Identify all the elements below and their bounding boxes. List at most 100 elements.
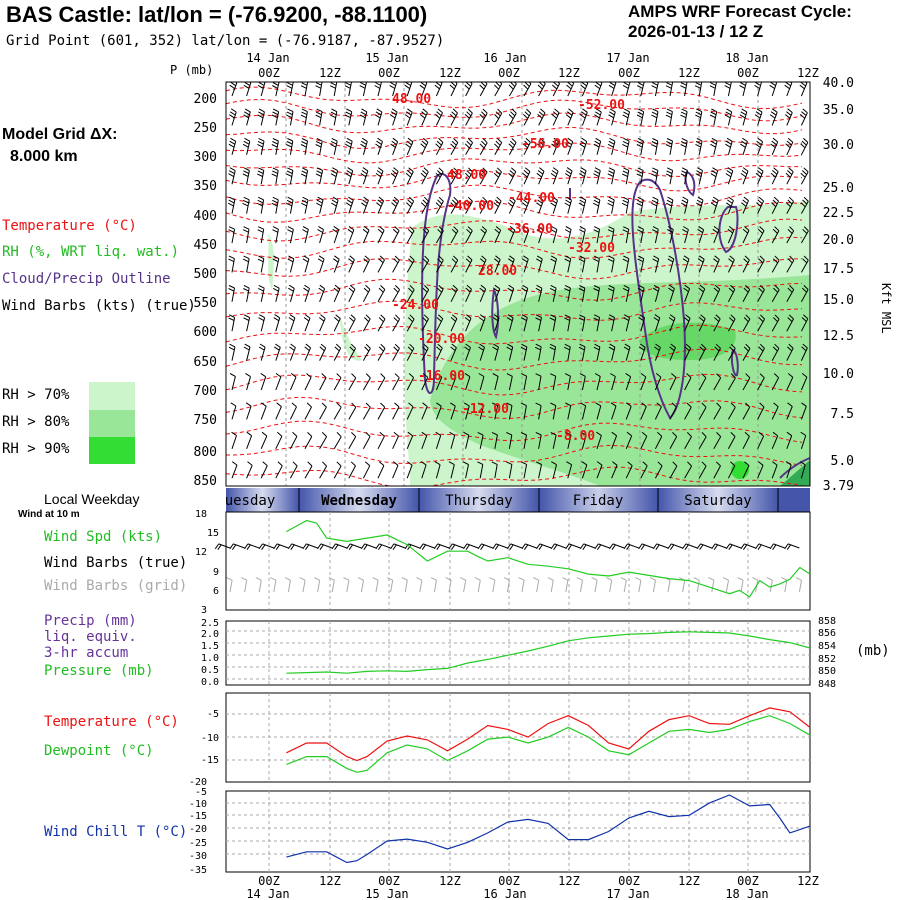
pressure-level-label: 700 <box>194 384 217 399</box>
wind-barb <box>464 108 473 126</box>
wind-barb <box>463 543 479 550</box>
wind-barb <box>330 167 339 185</box>
wind-barb <box>377 285 386 303</box>
wind-barb <box>800 314 809 332</box>
forecast-cycle-value: 2026-01-13 / 12 Z <box>628 22 764 41</box>
wind-barb <box>406 461 413 479</box>
wind-barb <box>579 543 596 550</box>
hour-label: 12Z <box>439 874 461 888</box>
wind-barb <box>607 255 615 273</box>
temperature-contour-line <box>226 218 803 242</box>
wind-barb <box>698 402 707 420</box>
wind-barb <box>654 402 662 420</box>
pressure-right-axis: 858 856 854 852 850 848 <box>818 616 836 690</box>
wind-barb <box>713 255 720 273</box>
wind-barb <box>362 432 371 450</box>
pressure-level-label: 250 <box>194 121 217 136</box>
wind-barb <box>257 108 265 126</box>
wind-barb <box>416 577 423 593</box>
hour-label: 00Z <box>378 66 400 80</box>
wind-barb <box>695 137 703 155</box>
wind-barb <box>272 284 280 302</box>
pressure-level-label: 500 <box>194 267 217 282</box>
wind-barb <box>434 82 443 97</box>
weekday-bar: uesday Wednesday Thursday Friday Saturda… <box>225 488 810 512</box>
wind-barb <box>315 137 323 155</box>
wind-barb <box>534 343 542 361</box>
wind-barb <box>377 226 385 244</box>
wind-barb <box>786 314 794 332</box>
temp-label: -8.00 <box>556 429 595 444</box>
wind-barb <box>302 226 309 244</box>
wind-barb <box>652 543 669 550</box>
wind-barb <box>713 284 721 303</box>
wind-barb <box>668 314 676 332</box>
precip-ytick: 2.0 <box>201 629 219 640</box>
wind-barb <box>362 255 370 273</box>
wind-barb <box>302 255 310 273</box>
wind-barb <box>740 543 756 550</box>
wind-barb <box>620 577 627 593</box>
wind-barb <box>434 461 441 479</box>
wind-barb <box>637 82 645 97</box>
wind-barb <box>771 314 780 332</box>
wind-barb <box>654 373 662 391</box>
wind-barb <box>303 284 310 302</box>
wind-barb <box>579 226 586 244</box>
legend-cloud: Cloud/Precip Outline <box>2 271 171 287</box>
wind-barb <box>786 402 793 420</box>
series-temperature <box>286 707 811 762</box>
wind-barb <box>333 284 341 303</box>
wind-barb <box>390 167 399 185</box>
temp-label: -44.00 <box>508 191 555 206</box>
wind-barb <box>665 108 673 126</box>
wind-barb <box>357 577 364 593</box>
wind-barb <box>549 343 557 361</box>
temp-label: 48.00 <box>392 92 431 107</box>
wind-barb <box>228 255 235 273</box>
wind-barb <box>713 343 721 361</box>
wind-barb <box>521 314 528 332</box>
wind-barb <box>550 431 557 449</box>
chill-ytick: -10 <box>189 799 207 810</box>
wind-barb <box>359 108 368 126</box>
wind-barb <box>712 225 720 244</box>
wind-barb <box>669 432 678 450</box>
wind-barb <box>623 343 631 361</box>
wind-barb <box>698 314 706 332</box>
wind-barb <box>578 343 586 361</box>
wind-barb <box>242 255 250 273</box>
temp-label: 28.00 <box>478 264 517 279</box>
wind-barb <box>377 402 386 420</box>
wind-barb <box>317 255 325 273</box>
hour-label: 12Z <box>678 874 700 888</box>
wind-barb <box>333 255 340 273</box>
wind-barb <box>430 577 437 593</box>
wind-barb <box>450 138 459 156</box>
wind-barb <box>785 196 794 214</box>
wind-barb <box>535 402 542 420</box>
wind-barb <box>464 372 471 391</box>
wind-barb <box>684 461 693 479</box>
wind-barb <box>667 543 683 550</box>
wind-barb <box>757 461 764 479</box>
wind-barb <box>698 461 707 479</box>
wind-barb <box>786 226 795 244</box>
wind-barb <box>757 314 766 332</box>
wind-barb <box>286 167 294 185</box>
wind-barb <box>638 343 646 361</box>
hour-label: 00Z <box>737 874 759 888</box>
wind-barb <box>771 285 780 303</box>
wind-barb <box>623 314 630 332</box>
wind-barb <box>256 167 265 185</box>
hour-label: 00Z <box>618 66 640 80</box>
wind-barb <box>713 432 722 450</box>
wind-barb <box>551 108 560 126</box>
temperature-contour-line <box>226 86 803 110</box>
wind-barb <box>564 226 572 244</box>
wind-barb <box>518 577 525 593</box>
wind-barb <box>345 167 354 185</box>
wind-barb <box>245 402 252 420</box>
wind-barb <box>406 226 415 244</box>
wind-barb <box>344 82 352 97</box>
